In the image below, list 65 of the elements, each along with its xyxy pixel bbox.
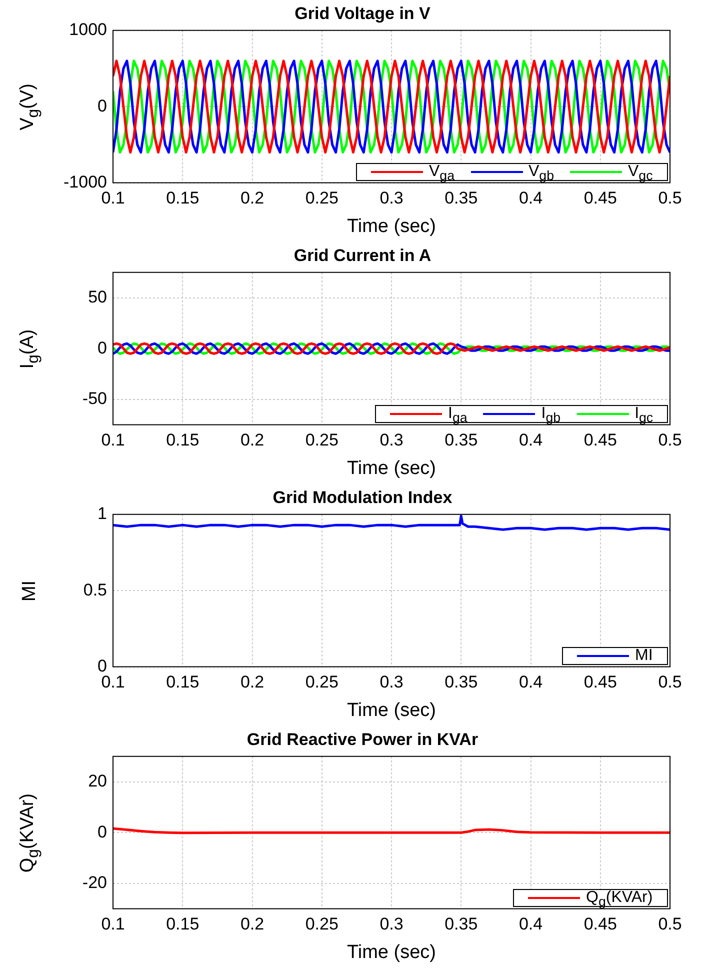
- x-tick-label: 0.3: [380, 430, 404, 450]
- y-tick-label: 0: [98, 656, 107, 676]
- x-tick-label: 0.4: [518, 188, 543, 208]
- x-tick-label: 0.25: [305, 914, 338, 934]
- chart-title: Grid Voltage in V: [294, 4, 432, 23]
- legend-label: I$_{gc}$: [634, 404, 654, 425]
- x-tick-label: 0.5: [658, 672, 682, 692]
- x-tick-label: 0.3: [380, 188, 404, 208]
- x-tick-label: 0.45: [584, 914, 617, 934]
- legend-label: I$_{ga}$: [448, 404, 468, 425]
- y-tick-label: 50: [88, 287, 107, 306]
- x-tick-label: 0.1: [101, 672, 125, 692]
- x-tick-label: 0.35: [444, 914, 478, 934]
- x-tick-label: 0.5: [658, 430, 682, 450]
- x-tick-label: 0.15: [166, 430, 200, 450]
- y-tick-label: 20: [88, 771, 107, 790]
- x-tick-label: 0.3: [380, 672, 404, 692]
- legend-label: I$_{gb}$: [541, 404, 561, 425]
- chart-title: Grid Modulation Index: [272, 488, 453, 507]
- x-tick-label: 0.45: [584, 188, 617, 208]
- x-tick-label: 0.1: [101, 914, 125, 934]
- y-tick-label: 0: [98, 96, 107, 116]
- x-axis-title: Time (sec): [346, 942, 436, 963]
- x-tick-label: 0.3: [380, 914, 404, 934]
- x-tick-label: 0.1: [101, 430, 125, 450]
- y-tick-label: 1: [98, 504, 107, 524]
- legend-label: Q$_{g}$(KVAr): [586, 888, 653, 909]
- x-tick-label: 0.4: [518, 672, 543, 692]
- y-tick-label: 0.5: [83, 580, 107, 600]
- chart-title: Grid Reactive Power in KVAr: [246, 730, 478, 749]
- x-tick-label: 0.45: [584, 430, 617, 450]
- x-tick-label: 0.15: [166, 188, 200, 208]
- y-tick-label: -1000: [64, 172, 107, 192]
- y-tick-label: -20: [82, 873, 107, 892]
- x-axis-title: Time (sec): [346, 458, 436, 479]
- x-tick-label: 0.4: [518, 914, 543, 934]
- x-tick-label: 0.25: [305, 672, 338, 692]
- x-axis-title: Time (sec): [346, 216, 436, 237]
- y-tick-label: 0: [98, 338, 107, 358]
- legend-label: V$_{gc}$: [628, 162, 653, 183]
- x-tick-label: 0.25: [305, 430, 338, 450]
- x-tick-label: 0.35: [444, 430, 478, 450]
- x-tick-label: 0.35: [444, 672, 478, 692]
- legend-label: MI: [635, 646, 653, 664]
- x-tick-label: 0.2: [240, 914, 264, 934]
- chart-title: Grid Current in A: [294, 246, 432, 265]
- y-axis-title: MI: [19, 580, 41, 602]
- x-tick-label: 0.1: [101, 188, 125, 208]
- x-tick-label: 0.2: [240, 672, 264, 692]
- x-tick-label: 0.2: [240, 430, 264, 450]
- y-tick-label: 1000: [69, 20, 107, 40]
- x-tick-label: 0.15: [166, 672, 200, 692]
- x-tick-label: 0.15: [166, 914, 200, 934]
- x-tick-label: 0.45: [584, 672, 617, 692]
- legend-label: V$_{ga}$: [429, 162, 454, 183]
- x-axis-title: Time (sec): [346, 700, 436, 721]
- legend-label: V$_{gb}$: [528, 162, 554, 183]
- x-tick-label: 0.4: [518, 430, 543, 450]
- x-tick-label: 0.2: [240, 188, 264, 208]
- x-tick-label: 0.5: [658, 914, 682, 934]
- x-tick-label: 0.25: [305, 188, 338, 208]
- x-tick-label: 0.35: [444, 188, 478, 208]
- y-tick-label: 0: [98, 822, 107, 842]
- y-tick-label: -50: [82, 389, 107, 408]
- x-tick-label: 0.5: [658, 188, 682, 208]
